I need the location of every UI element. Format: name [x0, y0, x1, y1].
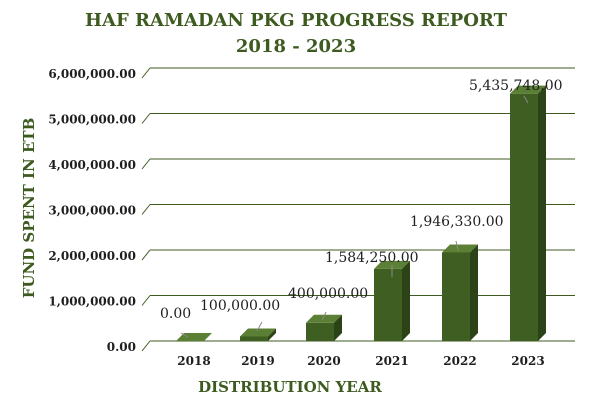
x-tick-label: 2020	[307, 354, 340, 368]
bar	[510, 85, 546, 342]
gridline-depth	[141, 249, 151, 261]
data-labels: 0.00 100,000.00 400,000.00 1,584,250.00 1,94…	[160, 78, 563, 338]
gridline-depth	[141, 340, 151, 352]
data-label-leader	[180, 332, 189, 338]
bar-top	[374, 260, 410, 269]
data-label: 1,946,330.00	[410, 214, 504, 230]
bar	[306, 314, 342, 341]
gridlines	[141, 67, 575, 352]
x-axis-title: DISTRIBUTION YEAR	[198, 378, 382, 396]
x-axis-ticks: 2018 2019 2020 2021 2022 2023	[177, 354, 544, 368]
data-label: 100,000.00	[200, 298, 280, 314]
bar-front	[240, 336, 268, 341]
bar-top	[176, 333, 212, 341]
x-tick-label: 2021	[375, 354, 408, 368]
y-axis-title: FUND SPENT IN ETB	[20, 118, 38, 299]
x-tick-label: 2018	[177, 354, 210, 368]
bar-side	[334, 314, 342, 341]
bar-top	[442, 244, 478, 253]
bar-front	[374, 268, 402, 341]
chart-subtitle: 2018 - 2023	[236, 36, 356, 57]
bar-front	[442, 252, 470, 341]
y-tick-label: 3,000,000.00	[48, 204, 136, 218]
bar-top	[306, 314, 342, 323]
bar	[176, 333, 212, 342]
gridline-depth	[141, 113, 151, 124]
data-label: 0.00	[160, 306, 191, 322]
y-tick-label: 4,000,000.00	[48, 158, 136, 172]
bar-top	[240, 328, 276, 337]
bar	[442, 244, 478, 341]
data-label-leader	[321, 311, 327, 321]
bar-front	[510, 93, 538, 342]
y-tick-label: 5,000,000.00	[48, 113, 136, 127]
bar	[240, 328, 276, 341]
y-tick-label: 0.00	[107, 340, 136, 354]
gridline-depth	[141, 204, 151, 215]
bar-front	[306, 322, 334, 341]
chart-title: HAF RAMADAN PKG PROGRESS REPORT	[85, 10, 508, 31]
gridline-depth	[141, 158, 151, 170]
bars	[176, 85, 546, 342]
y-tick-label: 1,000,000.00	[48, 295, 136, 309]
x-tick-label: 2019	[241, 354, 274, 368]
y-tick-label: 6,000,000.00	[48, 67, 136, 81]
bar-side	[538, 85, 546, 342]
x-tick-label: 2023	[511, 354, 544, 368]
y-axis-ticks: 0.00 1,000,000.00 2,000,000.00 3,000,000.00…	[48, 67, 136, 354]
bar-side	[402, 260, 410, 341]
bar	[374, 260, 410, 341]
x-tick-label: 2022	[443, 354, 476, 368]
data-label: 1,584,250.00	[325, 250, 419, 266]
bar-side	[268, 328, 276, 341]
data-label: 400,000.00	[288, 286, 368, 302]
data-label-leader	[523, 95, 529, 104]
gridline-depth	[141, 295, 151, 306]
data-label: 5,435,748.00	[469, 78, 563, 94]
gridline-depth	[141, 67, 151, 79]
y-tick-label: 2,000,000.00	[48, 249, 136, 263]
data-label-leader	[455, 240, 459, 251]
bar-top	[510, 85, 546, 94]
data-label-leader	[256, 321, 263, 332]
bar-side	[470, 244, 478, 341]
